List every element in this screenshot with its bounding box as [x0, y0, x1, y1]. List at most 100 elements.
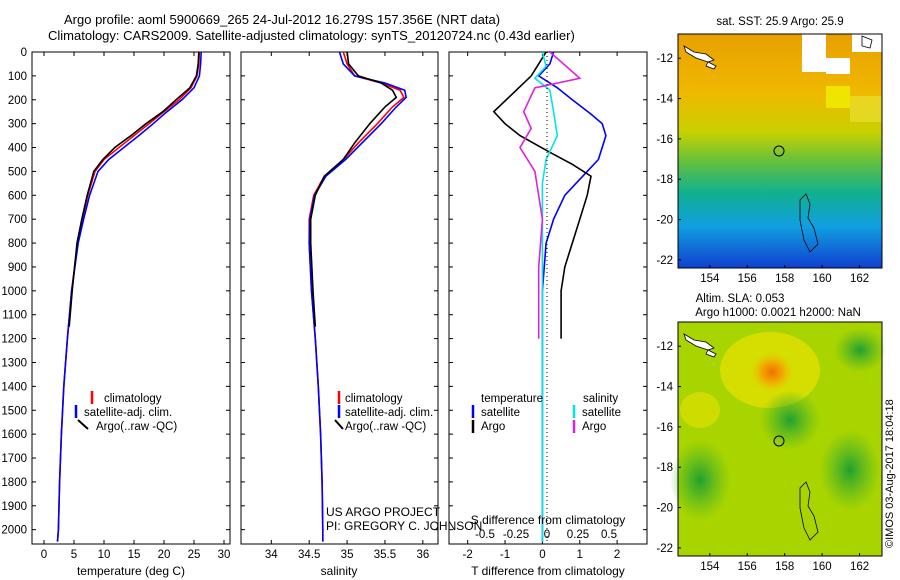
project-label: US ARGO PROJECT: [326, 505, 441, 519]
sla-map-frame: [677, 321, 883, 557]
depth-tick-label: 1000: [1, 286, 27, 298]
map-y-tick-label: -22: [656, 543, 673, 555]
x-axes: 0 5 10 15 20 25 30 34 34.5 35 35.5 36 -2 -1 0 1 2: [41, 52, 620, 561]
coastline: [683, 45, 717, 70]
x-tick-label: 35.5: [374, 549, 396, 561]
depth-tick-label: 1400: [1, 381, 27, 393]
map-x-tick-label: 156: [738, 273, 757, 285]
salinity-legend: climatology satellite-adj. clim. Argo(..…: [334, 391, 433, 433]
depth-tick-label: 1200: [1, 334, 27, 346]
sst-land-mask: [826, 58, 850, 74]
x-tick-label: 1: [577, 549, 583, 561]
difference-legend: temperature salinity satellite Argo sate…: [471, 393, 621, 433]
legend-argo-swatch: [334, 419, 344, 430]
depth-tick-label: 2000: [1, 525, 27, 537]
x-tick-label: 35: [341, 549, 354, 561]
sst-map: sat. SST: 25.9 Argo: 25.9: [677, 16, 883, 269]
x-tick-label: 10: [98, 549, 111, 561]
map-y-tick-label: -12: [656, 341, 673, 353]
legend-satellite-label: satellite-adj. clim.: [345, 407, 433, 419]
depth-axis: 0 100 200 300 400 500 600 700 800 900 1000 1100 1200…: [1, 47, 647, 537]
s-diff-tick-label: 0.5: [601, 529, 617, 541]
pi-label: PI: GREGORY C. JOHNSON: [326, 519, 482, 533]
map-x-tick-label: 156: [738, 561, 757, 573]
coastline: [683, 333, 717, 358]
depth-tick-label: 1600: [1, 429, 27, 441]
sst-warm-patch: [850, 96, 882, 122]
map-x-tick-label: 154: [700, 273, 720, 285]
depth-tick-label: 700: [8, 214, 27, 226]
series-line: [309, 52, 398, 327]
series-line: [308, 52, 405, 542]
map-y-tick-label: -16: [656, 134, 673, 146]
x-tick-label: -2: [463, 549, 473, 561]
difference-panel-frame: [448, 51, 648, 545]
x-tick-label: -1: [500, 549, 510, 561]
sla-map: Altim. SLA: 0.053 Argo h1000: 0.0021 h20…: [670, 293, 886, 557]
depth-tick-label: 600: [8, 190, 27, 202]
map-y-tick-label: -12: [656, 53, 673, 65]
s-diff-tick-label: -0.5: [475, 529, 495, 541]
map-x-tick-label: 154: [700, 561, 720, 573]
x-tick-label: 30: [218, 549, 231, 561]
sla-low-anomaly: [760, 390, 820, 450]
float-position-marker: [773, 435, 785, 447]
legend-argo-label: Argo(..raw -QC): [96, 421, 177, 433]
map-y-tick-label: -22: [656, 255, 673, 267]
series-line: [492, 52, 592, 339]
title-line-2: Climatology: CARS2009. Satellite-adjuste…: [48, 28, 575, 43]
series-line: [537, 52, 607, 542]
series-line: [533, 52, 559, 542]
depth-tick-label: 300: [8, 119, 27, 131]
sla-low-anomaly: [820, 430, 880, 510]
depth-tick-label: 1300: [1, 357, 27, 369]
map-x-tick-label: 162: [850, 273, 869, 285]
map-y-tick-label: -20: [656, 215, 673, 227]
map-x-tick-label: 158: [775, 561, 794, 573]
sla-map-title-1: Altim. SLA: 0.053: [696, 293, 785, 305]
legend-s-argo-label: Argo: [582, 421, 606, 433]
depth-tick-label: 500: [8, 166, 27, 178]
legend-argo-swatch: [77, 419, 89, 430]
x-tick-label: 0: [539, 549, 545, 561]
title-line-1: Argo profile: aoml 5900669_265 24-Jul-20…: [64, 12, 501, 27]
legend-s-satellite-label: satellite: [582, 407, 621, 419]
difference-top-label: S difference from climatology: [471, 513, 626, 527]
sst-map-frame: [677, 33, 883, 269]
depth-tick-label: 1700: [1, 453, 27, 465]
salinity-panel-frame: [240, 51, 439, 545]
legend-t-argo-label: Argo: [481, 421, 505, 433]
series-line: [68, 52, 200, 327]
x-tick-label: 0: [41, 549, 47, 561]
series-lines: [56, 52, 607, 542]
series-line: [56, 52, 202, 542]
depth-tick-label: 200: [8, 95, 27, 107]
map-y-tick-label: -20: [656, 503, 673, 515]
depth-tick-label: 1100: [2, 310, 27, 322]
map-x-tick-label: 160: [813, 561, 832, 573]
depth-tick-label: 1900: [1, 501, 27, 513]
depth-tick-label: 0: [21, 47, 27, 59]
coastline: [861, 35, 873, 49]
s-diff-tick-label: 0: [544, 529, 550, 541]
map-y-tick-label: -18: [656, 462, 673, 474]
temperature-panel-frame: [31, 51, 231, 545]
map-x-tick-label: 160: [813, 273, 832, 285]
sst-map-field: [678, 34, 882, 268]
series-line: [308, 52, 408, 542]
s-diff-tick-label: -0.25: [503, 529, 529, 541]
legend-salinity-heading: salinity: [583, 393, 618, 405]
map-y-tick-label: -14: [656, 94, 673, 106]
salinity-xlabel: salinity: [321, 564, 358, 578]
temperature-xlabel: temperature (deg C): [77, 564, 185, 578]
s-diff-tick-label: 0.25: [567, 529, 589, 541]
legend-climatology-label: climatology: [345, 393, 403, 405]
depth-tick-label: 1500: [1, 405, 27, 417]
x-tick-label: 36: [416, 549, 429, 561]
x-tick-label: 5: [71, 549, 77, 561]
map-x-tick-label: 162: [850, 561, 869, 573]
sst-land-mask: [802, 34, 826, 72]
depth-tick-label: 900: [8, 262, 27, 274]
sla-low-anomaly: [670, 440, 730, 520]
